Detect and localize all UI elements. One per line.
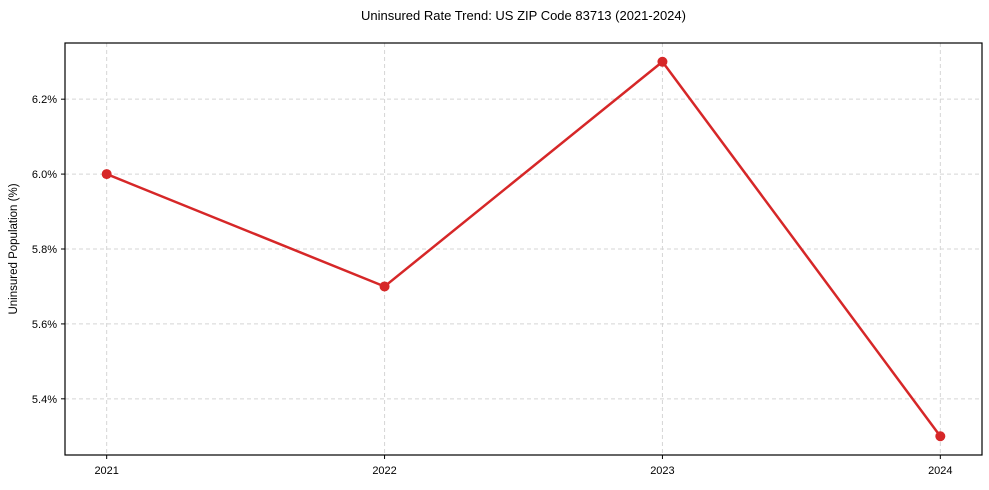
y-tick-label: 6.2% xyxy=(32,94,57,106)
y-tick-label: 5.4% xyxy=(32,394,57,406)
chart-title: Uninsured Rate Trend: US ZIP Code 83713 … xyxy=(361,8,686,23)
data-line xyxy=(105,60,942,438)
data-point-marker xyxy=(101,169,112,180)
x-tick-label: 2023 xyxy=(650,465,674,477)
x-tick-label: 2021 xyxy=(94,465,118,477)
x-tick-label: 2024 xyxy=(928,465,952,477)
data-point-marker xyxy=(657,56,668,67)
data-point-marker xyxy=(935,431,946,442)
y-tick-label: 5.6% xyxy=(32,319,57,331)
data-point-marker xyxy=(379,281,390,292)
x-tick-label: 2022 xyxy=(372,465,396,477)
y-tick-label: 5.8% xyxy=(32,244,57,256)
y-tick-label: 6.0% xyxy=(32,169,57,181)
